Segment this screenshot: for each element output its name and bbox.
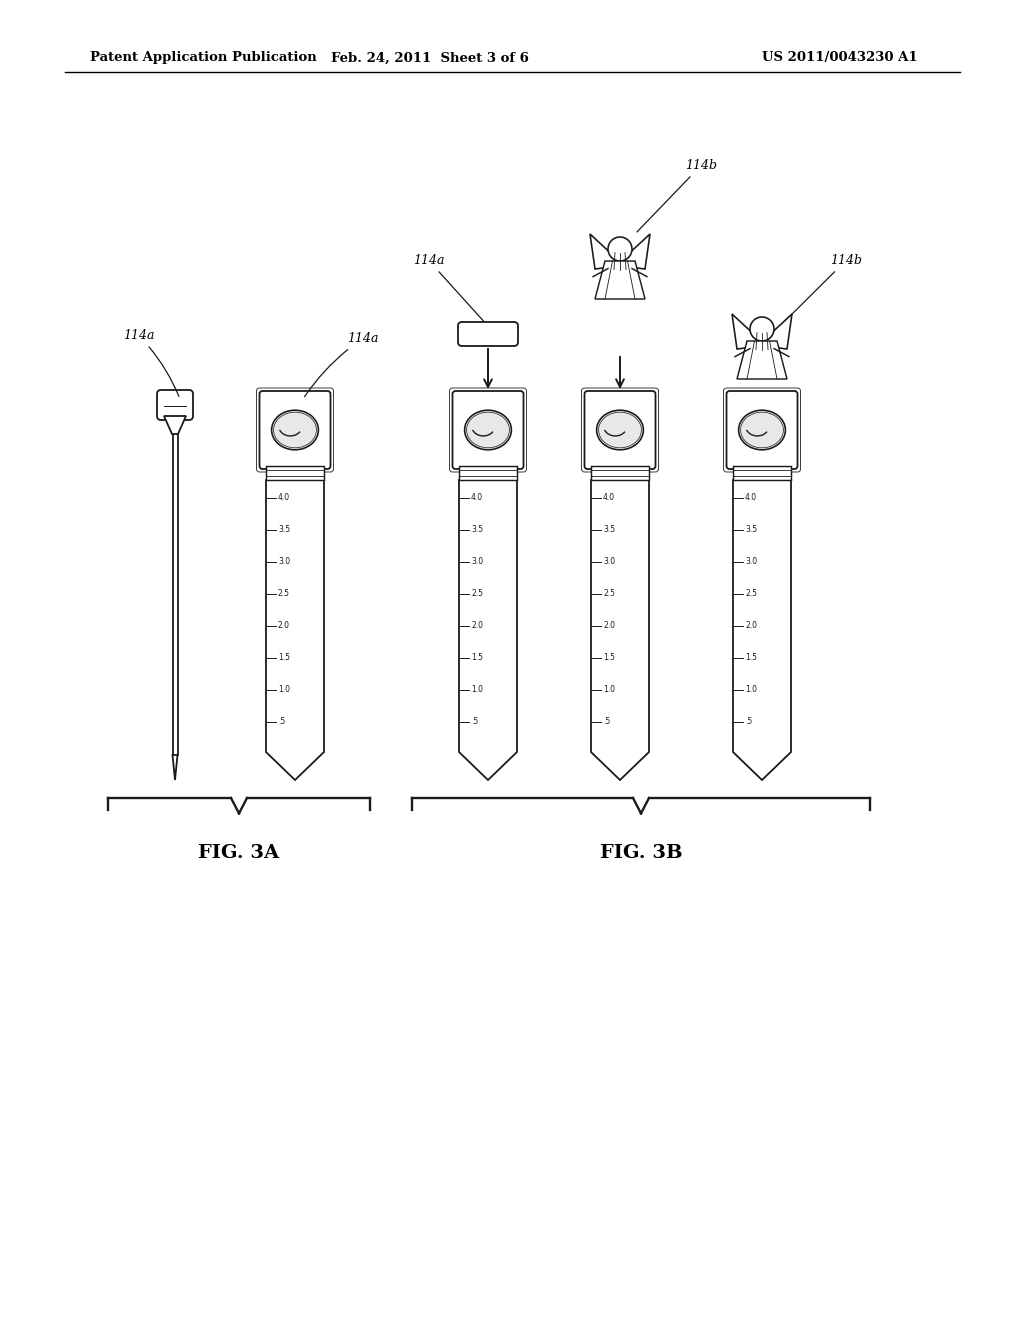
Ellipse shape (465, 411, 511, 450)
Text: 4.0: 4.0 (745, 494, 757, 502)
Ellipse shape (597, 411, 643, 450)
Text: 3.5: 3.5 (745, 525, 757, 535)
Text: 114a: 114a (413, 253, 486, 323)
Text: 1.5: 1.5 (278, 653, 290, 663)
Text: 3.0: 3.0 (471, 557, 483, 566)
Text: 3.0: 3.0 (745, 557, 757, 566)
Text: 114b: 114b (784, 253, 862, 322)
Text: 2.0: 2.0 (471, 622, 483, 630)
Text: Patent Application Publication: Patent Application Publication (90, 51, 316, 65)
Text: Feb. 24, 2011  Sheet 3 of 6: Feb. 24, 2011 Sheet 3 of 6 (331, 51, 529, 65)
Polygon shape (595, 261, 645, 300)
Text: 1.0: 1.0 (471, 685, 483, 694)
Text: .5: .5 (603, 717, 610, 726)
Ellipse shape (738, 411, 785, 450)
FancyBboxPatch shape (259, 391, 331, 469)
Bar (266, 466, 324, 480)
Text: 2.5: 2.5 (745, 589, 757, 598)
Text: US 2011/0043230 A1: US 2011/0043230 A1 (762, 51, 918, 65)
Text: 1.0: 1.0 (745, 685, 757, 694)
Circle shape (608, 238, 632, 261)
Text: 1.5: 1.5 (745, 653, 757, 663)
Text: 1.5: 1.5 (603, 653, 615, 663)
Text: 2.0: 2.0 (278, 622, 290, 630)
Text: FIG. 3A: FIG. 3A (199, 843, 280, 862)
Text: 3.5: 3.5 (471, 525, 483, 535)
Polygon shape (164, 416, 186, 434)
Text: .5: .5 (745, 717, 753, 726)
Text: 2.0: 2.0 (603, 622, 615, 630)
Polygon shape (459, 480, 517, 780)
Text: 114a: 114a (123, 329, 179, 396)
Polygon shape (591, 480, 649, 780)
Ellipse shape (271, 411, 318, 450)
Text: 2.5: 2.5 (471, 589, 483, 598)
Text: 3.5: 3.5 (603, 525, 615, 535)
Text: 4.0: 4.0 (603, 494, 615, 502)
Text: 114a: 114a (304, 333, 379, 397)
Text: 3.0: 3.0 (603, 557, 615, 566)
Polygon shape (172, 755, 177, 780)
FancyBboxPatch shape (458, 322, 518, 346)
Polygon shape (266, 480, 324, 780)
Polygon shape (590, 234, 618, 269)
Text: 3.5: 3.5 (278, 525, 290, 535)
Text: .5: .5 (471, 717, 478, 726)
Text: 4.0: 4.0 (278, 494, 290, 502)
Bar (733, 466, 791, 480)
Text: 2.0: 2.0 (745, 622, 757, 630)
Text: 1.5: 1.5 (471, 653, 483, 663)
Text: 4.0: 4.0 (471, 494, 483, 502)
FancyBboxPatch shape (157, 389, 193, 420)
Text: 1.0: 1.0 (278, 685, 290, 694)
FancyBboxPatch shape (585, 391, 655, 469)
Bar (591, 466, 649, 480)
Text: 114b: 114b (637, 158, 717, 232)
Text: FIG. 3B: FIG. 3B (600, 843, 682, 862)
Text: 3.0: 3.0 (278, 557, 290, 566)
Polygon shape (733, 480, 791, 780)
Text: 1.0: 1.0 (603, 685, 615, 694)
FancyBboxPatch shape (726, 391, 798, 469)
Polygon shape (737, 341, 787, 379)
Bar (459, 466, 517, 480)
Polygon shape (763, 314, 792, 348)
Polygon shape (732, 314, 761, 348)
Text: 2.5: 2.5 (278, 589, 290, 598)
Circle shape (750, 317, 774, 341)
Polygon shape (621, 234, 650, 269)
FancyBboxPatch shape (453, 391, 523, 469)
Text: .5: .5 (278, 717, 286, 726)
Text: 2.5: 2.5 (603, 589, 615, 598)
